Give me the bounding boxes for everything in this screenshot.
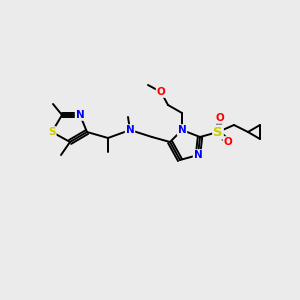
- Text: N: N: [126, 125, 134, 135]
- Text: O: O: [224, 137, 232, 147]
- Text: O: O: [216, 113, 224, 123]
- Text: N: N: [76, 110, 84, 120]
- Text: N: N: [194, 150, 202, 160]
- Text: O: O: [157, 87, 165, 97]
- Text: S: S: [213, 125, 223, 139]
- Text: S: S: [48, 127, 56, 137]
- Text: N: N: [178, 125, 186, 135]
